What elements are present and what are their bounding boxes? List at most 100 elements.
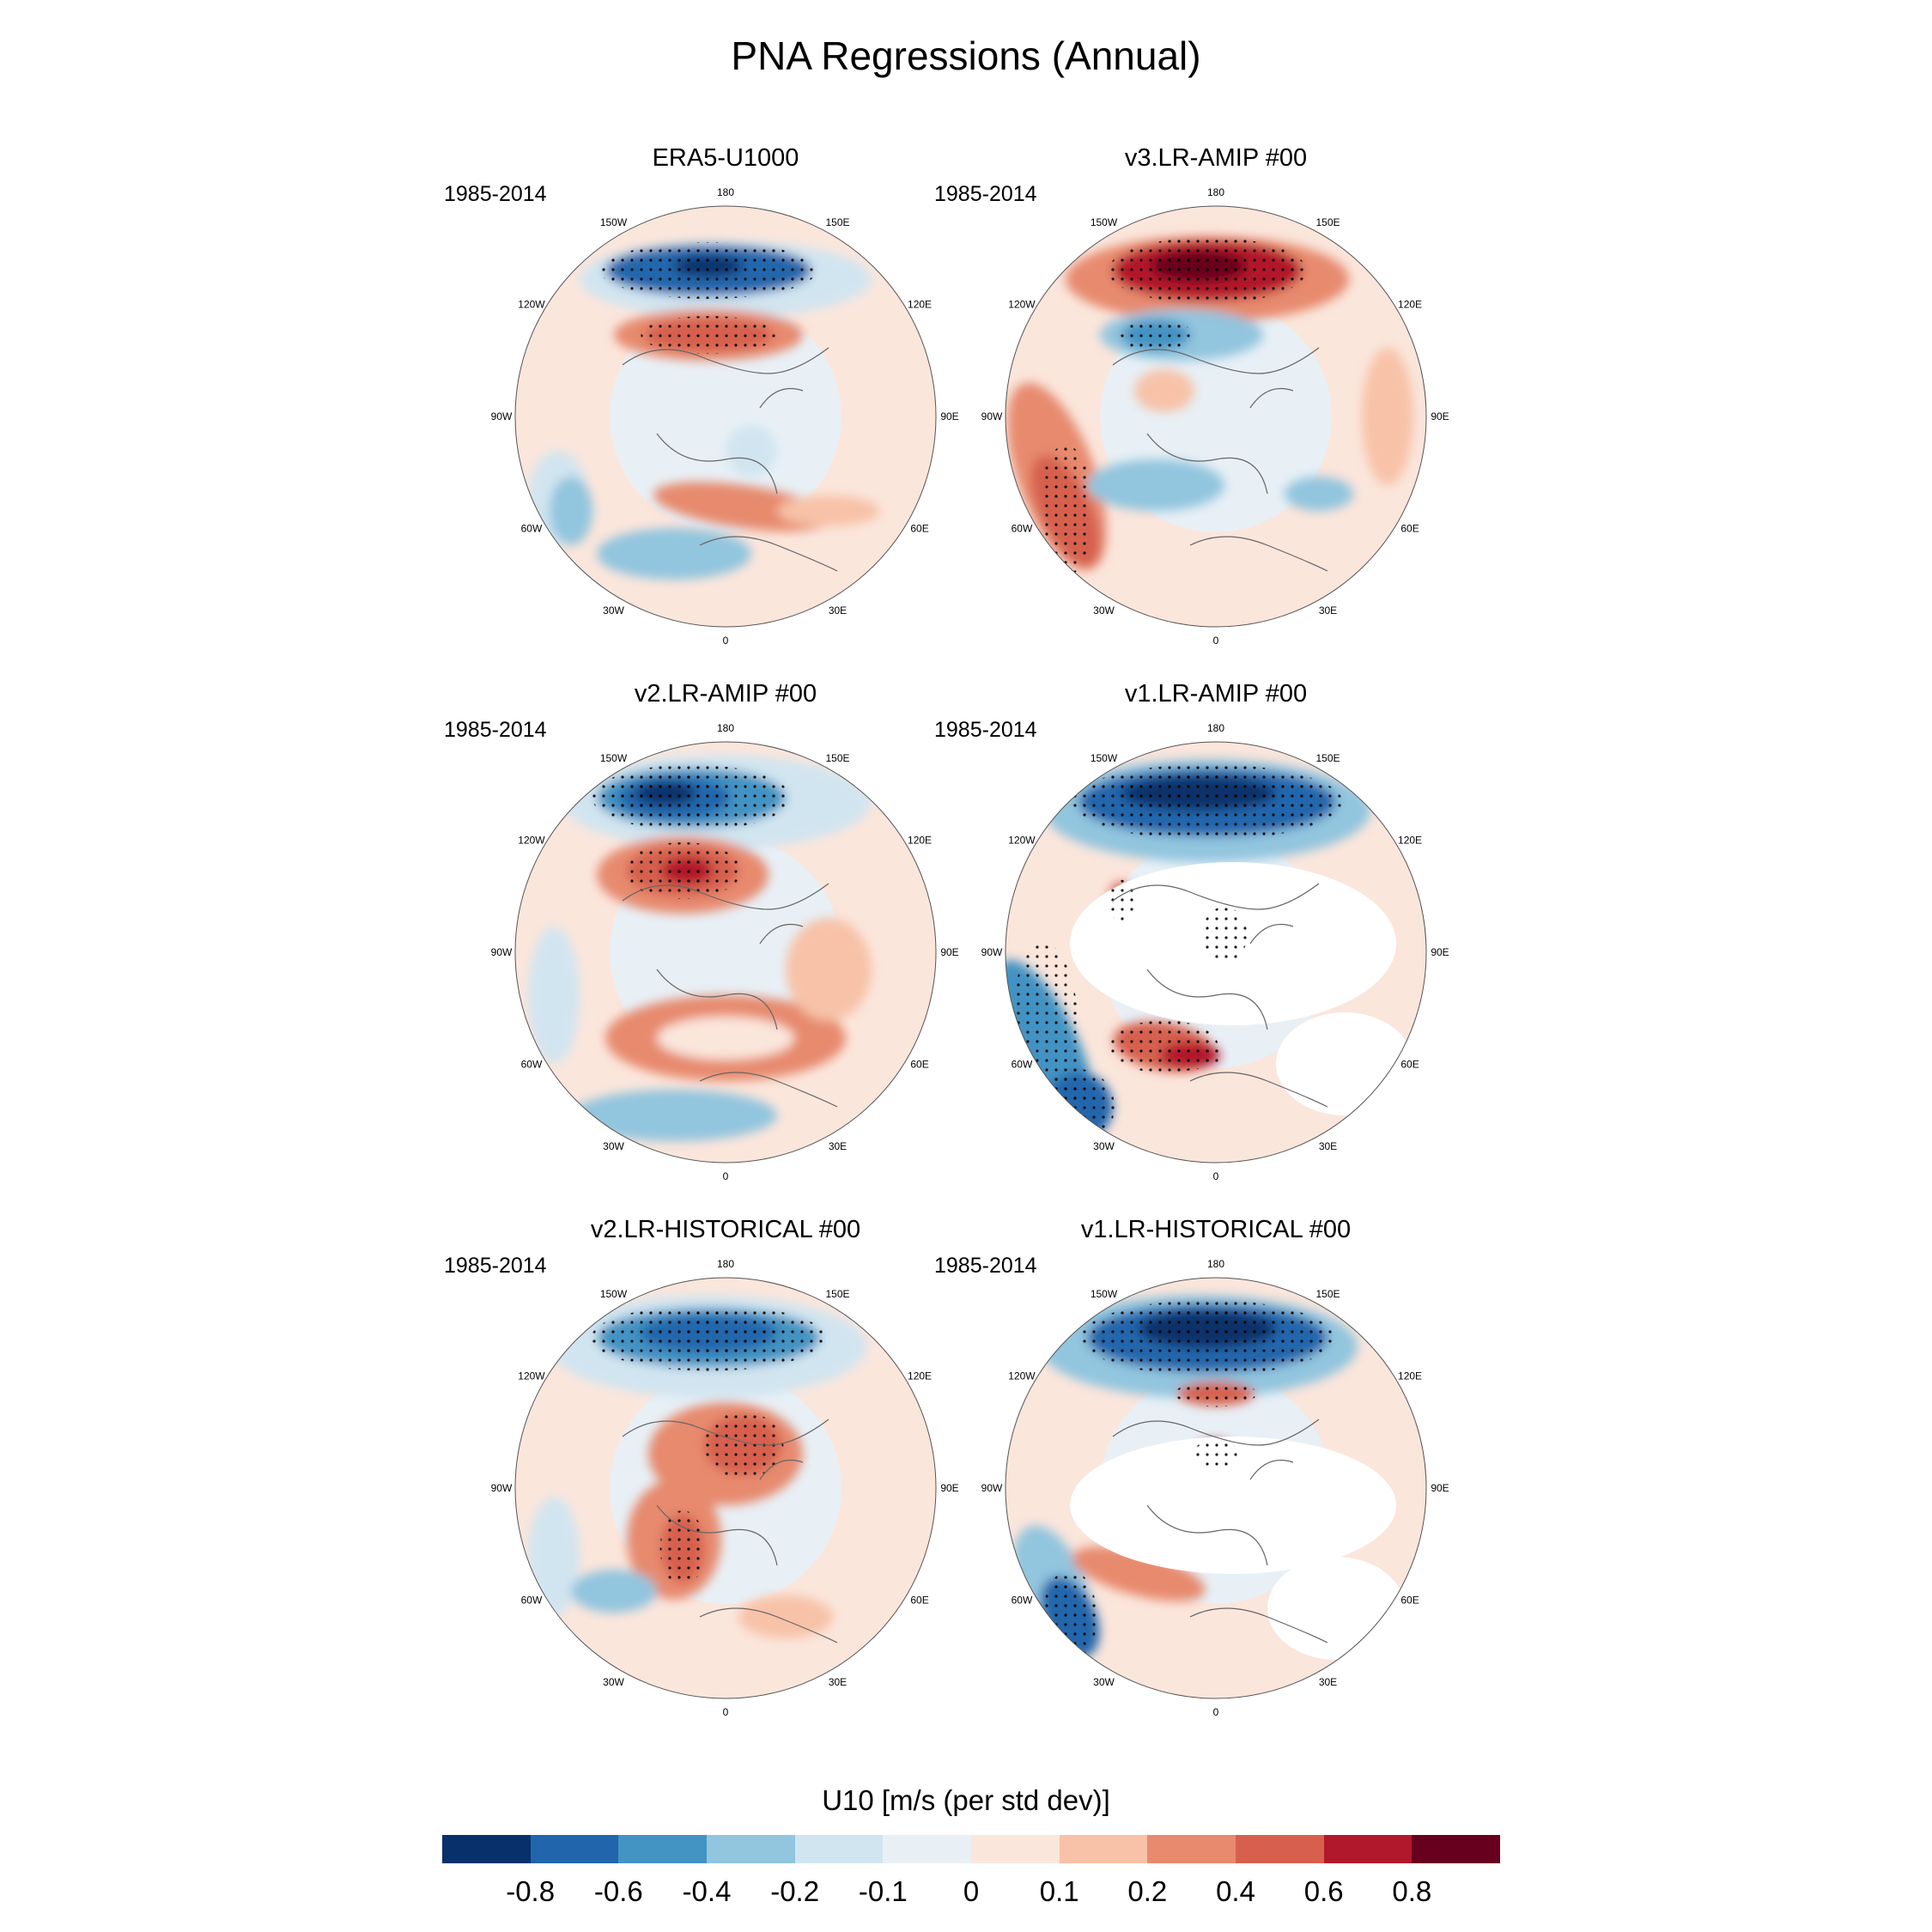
panel-title: v1.LR-HISTORICAL #00 xyxy=(1080,1216,1352,1243)
longitude-label: 180 xyxy=(1207,186,1224,198)
longitude-label: 120E xyxy=(1398,1370,1422,1382)
longitude-label: 120W xyxy=(518,299,545,311)
longitude-label: 0 xyxy=(1213,1170,1219,1182)
longitude-label: 30E xyxy=(1319,1676,1337,1688)
colorbar xyxy=(442,1835,1501,1863)
longitude-label: 120E xyxy=(908,1370,932,1382)
longitude-label: 0 xyxy=(723,1170,729,1182)
longitude-label: 60E xyxy=(910,1059,928,1071)
colorbar-tick-label: -0.6 xyxy=(593,1875,643,1907)
longitude-label: 150W xyxy=(600,1288,628,1300)
longitude-label: 180 xyxy=(1207,1258,1224,1270)
longitude-label: 150W xyxy=(1091,752,1118,764)
longitude-label: 30W xyxy=(603,1676,624,1688)
colorbar-swatch xyxy=(883,1835,972,1863)
colorbar-swatch xyxy=(530,1835,619,1863)
longitude-label: 120E xyxy=(1398,835,1422,847)
colorbar-tick-label: -0.4 xyxy=(682,1875,732,1907)
longitude-label: 0 xyxy=(1213,635,1219,647)
colorbar-swatch xyxy=(1147,1835,1236,1863)
longitude-label: 90W xyxy=(491,410,513,422)
longitude-label: 30E xyxy=(1319,1140,1337,1152)
longitude-label: 60W xyxy=(1012,1595,1033,1607)
longitude-label: 60W xyxy=(521,1059,543,1071)
panel-years: 1985-2014 xyxy=(444,1254,547,1278)
longitude-label: 180 xyxy=(717,186,734,198)
longitude-label: 60E xyxy=(1400,523,1419,535)
longitude-label: 180 xyxy=(1207,722,1224,734)
polar-map: 180 150E 120E 90E 60E 30E 0 30W 60W 90W 120W 150W xyxy=(981,722,1449,1182)
panel-years: 1985-2014 xyxy=(444,182,547,206)
longitude-label: 90W xyxy=(981,946,1003,958)
panel-title: v2.LR-AMIP #00 xyxy=(634,680,817,708)
map-panel-v1hist: v1.LR-HISTORICAL #00 1985-2014 180 150E 120E… xyxy=(934,1216,1482,1731)
longitude-label: 0 xyxy=(723,635,729,647)
longitude-label: 150E xyxy=(1315,1288,1340,1300)
longitude-label: 120W xyxy=(518,1370,545,1382)
longitude-label: 60W xyxy=(521,523,543,535)
longitude-label: 0 xyxy=(1213,1706,1219,1718)
longitude-label: 90E xyxy=(940,410,958,422)
longitude-label: 60E xyxy=(1400,1059,1419,1071)
colorbar-tick-label: -0.8 xyxy=(506,1875,556,1907)
panel-years: 1985-2014 xyxy=(444,718,547,742)
longitude-label: 30W xyxy=(603,605,624,617)
polar-map: 180 150E 120E 90E 60E 30E 0 30W 60W 90W 120W 150W xyxy=(981,1258,1449,1718)
longitude-label: 60W xyxy=(1012,523,1033,535)
polar-map: 180 150E 120E 90E 60E 30E 0 30W 60W 90W 120W 150W xyxy=(981,186,1449,647)
longitude-label: 90W xyxy=(981,1482,1003,1494)
longitude-label: 120W xyxy=(1008,299,1036,311)
panel-title: v1.LR-AMIP #00 xyxy=(1124,680,1308,708)
longitude-label: 90E xyxy=(940,1482,958,1494)
longitude-label: 90E xyxy=(1431,410,1449,422)
longitude-label: 120W xyxy=(518,835,545,847)
panel-title: ERA5-U1000 xyxy=(652,144,799,172)
polar-map: 180 150E 120E 90E 60E 30E 0 30W 60W 90W 120W 150W xyxy=(491,1258,959,1718)
map-panel-v2amip: v2.LR-AMIP #00 1985-2014 180 150E 120E 90E 60E… xyxy=(444,680,992,1195)
colorbar-tick-label: 0.2 xyxy=(1127,1875,1168,1907)
longitude-label: 180 xyxy=(717,1258,734,1270)
longitude-label: 90W xyxy=(491,1482,513,1494)
map-panel-v2hist: v2.LR-HISTORICAL #00 1985-2014 180 150E 120E… xyxy=(444,1216,992,1731)
longitude-label: 150E xyxy=(1315,216,1340,228)
colorbar-tick-label: 0 xyxy=(963,1875,980,1907)
colorbar-swatch xyxy=(707,1835,795,1863)
longitude-label: 150E xyxy=(825,216,849,228)
colorbar-swatch xyxy=(1059,1835,1148,1863)
figure-title: PNA Regressions (Annual) xyxy=(731,33,1201,78)
polar-map: 180 150E 120E 90E 60E 30E 0 30W 60W 90W 120W 150W xyxy=(491,722,959,1182)
panel-title: v2.LR-HISTORICAL #00 xyxy=(590,1216,861,1243)
polar-map: 180 150E 120E 90E 60E 30E 0 30W 60W 90W 120W 150W xyxy=(491,186,959,647)
longitude-label: 30E xyxy=(829,1676,847,1688)
longitude-label: 30E xyxy=(1319,605,1337,617)
colorbar-swatch xyxy=(442,1835,531,1863)
longitude-label: 90W xyxy=(491,946,513,958)
colorbar-swatch xyxy=(1236,1835,1324,1863)
longitude-label: 30E xyxy=(829,1140,847,1152)
colorbar-swatch xyxy=(618,1835,708,1863)
longitude-label: 120W xyxy=(1008,835,1036,847)
longitude-label: 120E xyxy=(908,835,932,847)
colorbar-ticks: -0.8 -0.6 -0.4 -0.2 -0.1 0 0.1 0.2 0.4 0.6 0.8 xyxy=(442,1875,1500,1910)
longitude-label: 150W xyxy=(1091,1288,1118,1300)
longitude-label: 30W xyxy=(603,1140,624,1152)
panel-years: 1985-2014 xyxy=(934,182,1037,206)
longitude-label: 150E xyxy=(825,1288,849,1300)
longitude-label: 90E xyxy=(940,946,958,958)
longitude-label: 90W xyxy=(981,410,1003,422)
longitude-label: 30W xyxy=(1093,1676,1115,1688)
colorbar-tick-label: 0.1 xyxy=(1039,1875,1079,1907)
colorbar-title: U10 [m/s (per std dev)] xyxy=(822,1784,1110,1816)
map-panel-v1amip: v1.LR-AMIP #00 1985-2014 180 150E 120E 90E 60E… xyxy=(934,680,1482,1195)
map-panel-v3amip: v3.LR-AMIP #00 1985-2014 180 150E 120E 90E 60E… xyxy=(934,144,1482,659)
longitude-label: 30W xyxy=(1093,605,1115,617)
colorbar-tick-label: -0.2 xyxy=(770,1875,820,1907)
longitude-label: 60E xyxy=(1400,1595,1419,1607)
longitude-label: 30W xyxy=(1093,1140,1115,1152)
colorbar-tick-label: 0.4 xyxy=(1216,1875,1255,1907)
longitude-label: 60E xyxy=(910,1595,928,1607)
longitude-label: 150W xyxy=(1091,216,1118,228)
longitude-label: 0 xyxy=(723,1706,729,1718)
longitude-label: 180 xyxy=(717,722,734,734)
colorbar-tick-label: -0.1 xyxy=(858,1875,908,1907)
